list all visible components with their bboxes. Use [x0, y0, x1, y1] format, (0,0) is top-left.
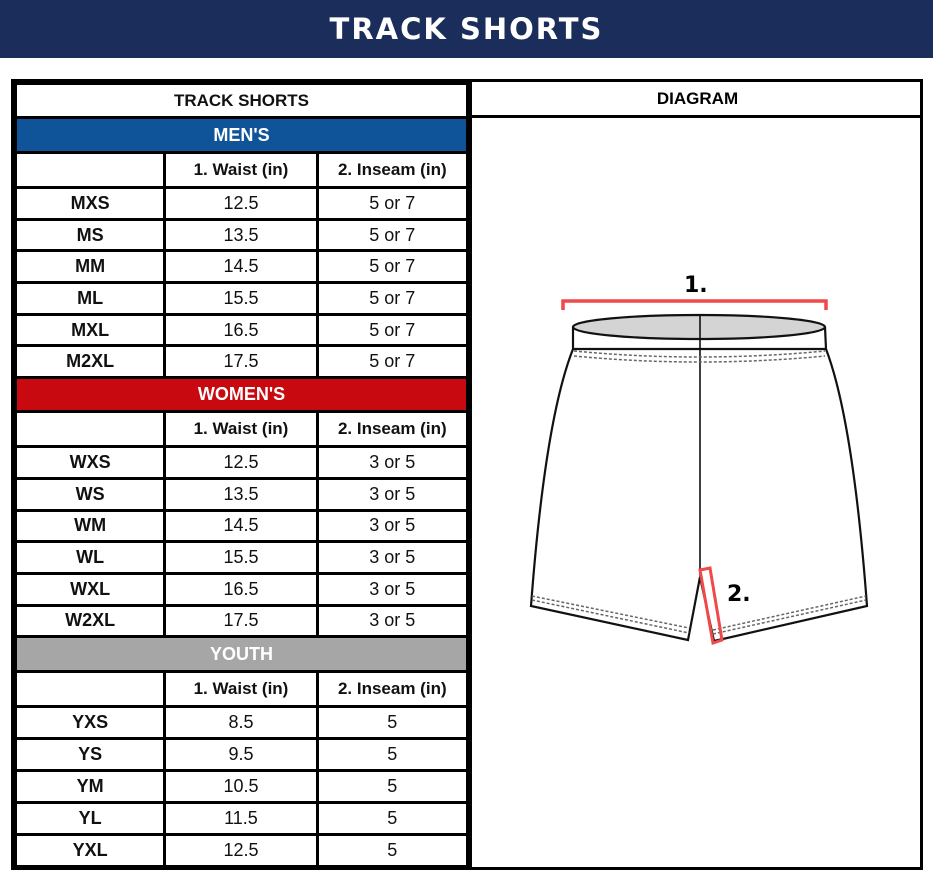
inseam-cell: 5 [315, 769, 470, 805]
size-cell: YXL [13, 833, 167, 869]
table-row: YXS 8.5 5 [13, 705, 470, 741]
table-row: W2XL 17.5 3 or 5 [13, 603, 470, 639]
waist-cell: 8.5 [163, 705, 319, 741]
inseam-cell: 5 or 7 [315, 217, 470, 253]
inseam-cell: 5 [315, 737, 470, 773]
size-cell: WL [13, 540, 167, 575]
waist-cell: 9.5 [163, 737, 319, 773]
size-cell: WM [13, 508, 167, 544]
waist-measure-icon [561, 299, 828, 310]
size-cell: YS [13, 737, 167, 773]
column-header: 2. Inseam (in) [315, 151, 470, 189]
inseam-label: 2. [727, 582, 751, 607]
size-cell: MS [13, 217, 167, 253]
inseam-cell: 3 or 5 [315, 571, 470, 607]
section-header: MEN'S [14, 116, 469, 154]
size-cell: MXS [13, 186, 167, 221]
column-header [13, 410, 167, 449]
table-row: WM 14.5 3 or 5 [13, 508, 470, 544]
waist-cell: 15.5 [163, 281, 319, 316]
column-header: 1. Waist (in) [163, 670, 319, 709]
inseam-cell: 5 or 7 [315, 186, 470, 221]
waist-cell: 14.5 [163, 508, 319, 544]
table-row: YXL 12.5 5 [13, 833, 470, 869]
page-banner: TRACK SHORTS [0, 0, 933, 58]
table-row: WS 13.5 3 or 5 [13, 476, 470, 512]
size-cell: MM [13, 249, 167, 285]
table-row: YL 11.5 5 [13, 801, 470, 837]
waist-cell: 12.5 [163, 445, 319, 480]
size-cell: WS [13, 476, 167, 512]
size-cell: W2XL [13, 603, 167, 639]
inseam-measure-icon [698, 566, 724, 645]
waist-cell: 12.5 [163, 186, 319, 221]
waist-cell: 11.5 [163, 801, 319, 837]
table-row: MM 14.5 5 or 7 [13, 249, 470, 285]
inseam-cell: 5 or 7 [315, 249, 470, 285]
diagram-panel: DIAGRAM [469, 82, 923, 867]
waist-cell: 17.5 [163, 603, 319, 639]
size-cell: ML [13, 281, 167, 316]
column-header [13, 151, 167, 189]
column-header [13, 670, 167, 709]
waist-cell: 16.5 [163, 571, 319, 607]
waist-cell: 16.5 [163, 312, 319, 348]
size-chart: TRACK SHORTS MEN'S 1. Waist (in) 2. Inseam … [11, 79, 923, 870]
table-row: ML 15.5 5 or 7 [13, 281, 470, 316]
size-cell: YXS [13, 705, 167, 741]
banner-title: TRACK SHORTS [329, 12, 604, 46]
column-header: 1. Waist (in) [163, 410, 319, 449]
size-cell: YM [13, 769, 167, 805]
waist-cell: 14.5 [163, 249, 319, 285]
inseam-cell: 3 or 5 [315, 603, 470, 639]
table-row: MXS 12.5 5 or 7 [13, 186, 470, 221]
waistband-opening [571, 313, 827, 341]
column-header: 2. Inseam (in) [315, 410, 470, 449]
waist-cell: 13.5 [163, 217, 319, 253]
waist-label: 1. [684, 273, 708, 298]
waist-cell: 15.5 [163, 540, 319, 575]
table-row: MS 13.5 5 or 7 [13, 217, 470, 253]
table-title: TRACK SHORTS [14, 82, 469, 119]
table-row: WXS 12.5 3 or 5 [13, 445, 470, 480]
table-row: YM 10.5 5 [13, 769, 470, 805]
inseam-cell: 3 or 5 [315, 476, 470, 512]
inseam-cell: 3 or 5 [315, 445, 470, 480]
table-row: M2XL 17.5 5 or 7 [13, 344, 470, 380]
table-row: WL 15.5 3 or 5 [13, 540, 470, 575]
shorts-outline [529, 326, 869, 643]
size-cell: MXL [13, 312, 167, 348]
diagram-title: DIAGRAM [472, 82, 923, 118]
waist-cell: 10.5 [163, 769, 319, 805]
inseam-cell: 5 or 7 [315, 281, 470, 316]
inseam-cell: 5 or 7 [315, 344, 470, 380]
inseam-cell: 5 [315, 801, 470, 837]
column-header: 1. Waist (in) [163, 151, 319, 189]
waist-cell: 13.5 [163, 476, 319, 512]
size-cell: YL [13, 801, 167, 837]
size-cell: M2XL [13, 344, 167, 380]
waist-cell: 12.5 [163, 833, 319, 869]
inseam-cell: 3 or 5 [315, 508, 470, 544]
section-header: WOMEN'S [14, 376, 469, 414]
table-row: YS 9.5 5 [13, 737, 470, 773]
size-cell: WXS [13, 445, 167, 480]
size-table: TRACK SHORTS MEN'S 1. Waist (in) 2. Inseam … [13, 82, 470, 869]
table-row: MXL 16.5 5 or 7 [13, 312, 470, 348]
inseam-cell: 5 [315, 833, 470, 869]
inseam-cell: 3 or 5 [315, 540, 470, 575]
inseam-cell: 5 or 7 [315, 312, 470, 348]
column-header: 2. Inseam (in) [315, 670, 470, 709]
section-header: YOUTH [14, 635, 469, 674]
size-cell: WXL [13, 571, 167, 607]
table-row: WXL 16.5 3 or 5 [13, 571, 470, 607]
inseam-cell: 5 [315, 705, 470, 741]
waist-cell: 17.5 [163, 344, 319, 380]
